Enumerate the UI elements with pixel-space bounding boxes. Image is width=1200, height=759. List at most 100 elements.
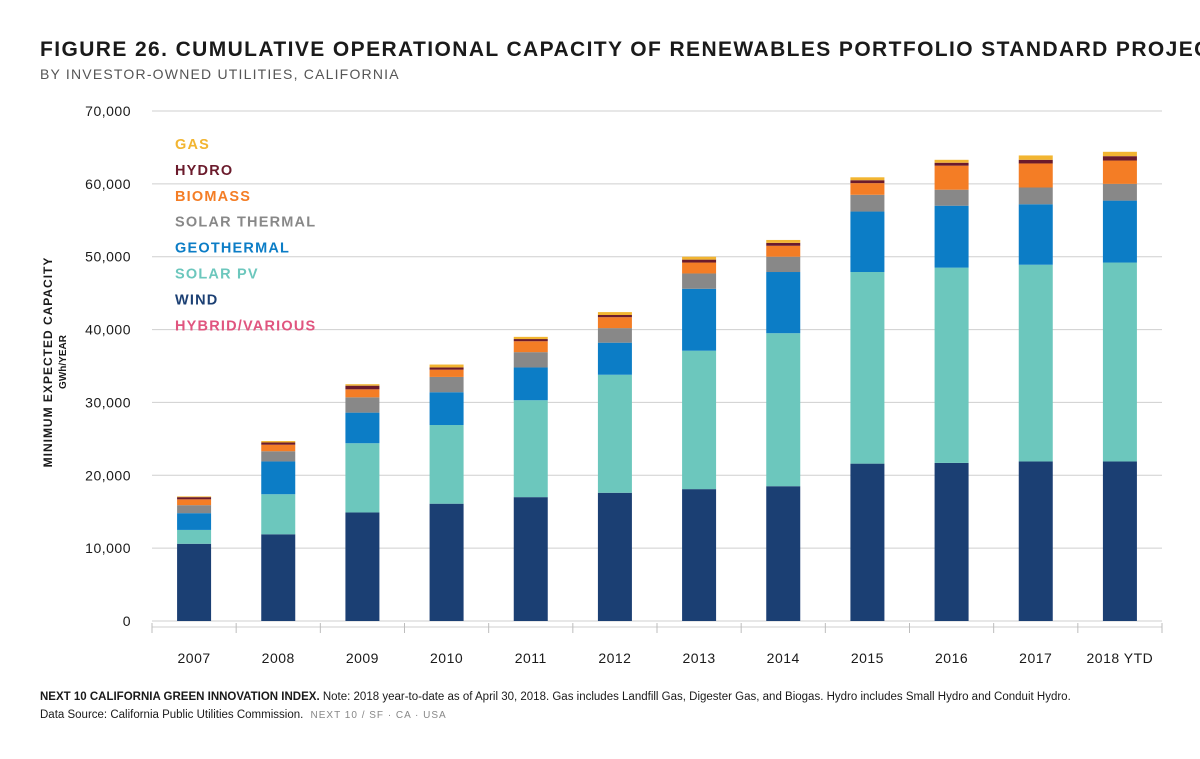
footer: NEXT 10 CALIFORNIA GREEN INNOVATION INDE… <box>40 688 1071 725</box>
bar-stack-2017 <box>1018 155 1053 621</box>
bar-segment-hydro <box>429 367 464 370</box>
x-tick-label: 2010 <box>430 650 463 666</box>
bar-segment-solar-thermal <box>261 451 296 462</box>
bar-segment-biomass <box>1018 163 1053 188</box>
x-tick-label: 2007 <box>178 650 211 666</box>
bar-segment-solar-thermal <box>1018 187 1053 205</box>
bar-segment-geothermal <box>1018 204 1053 265</box>
bar-segment-wind <box>682 489 717 621</box>
bar-segment-solar-pv <box>850 272 885 464</box>
bar-segment-gas <box>177 496 212 498</box>
bar-segment-geothermal <box>682 288 717 351</box>
bar-segment-solar-pv <box>597 374 632 493</box>
bar-segment-hydro <box>1018 159 1053 164</box>
bar-stack-2007 <box>177 496 212 621</box>
bar-segment-geothermal <box>934 205 969 268</box>
chart-title: FIGURE 26. CUMULATIVE OPERATIONAL CAPACI… <box>40 38 1200 61</box>
bar-stack-2010 <box>429 364 464 621</box>
y-axis-label: MINIMUM EXPECTED CAPACITY <box>41 257 55 468</box>
bar-segment-wind <box>1102 461 1137 621</box>
bar-segment-wind <box>177 543 212 621</box>
bar-segment-biomass <box>513 341 548 353</box>
y-tick-label: 70,000 <box>85 103 131 119</box>
bar-stack-2013 <box>682 256 717 621</box>
bar-segment-biomass <box>1102 160 1137 184</box>
bar-segment-solar-pv <box>766 333 801 487</box>
bar-segment-gas <box>766 239 801 243</box>
y-tick-label: 10,000 <box>85 540 131 556</box>
x-tick-label: 2012 <box>598 650 631 666</box>
bar-segment-gas <box>345 384 380 386</box>
bar-segment-gas <box>597 312 632 315</box>
x-tick-label: 2013 <box>683 650 716 666</box>
bar-stack-2011 <box>513 336 548 621</box>
bar-segment-hydro <box>177 497 212 500</box>
bar-segment-geothermal <box>429 392 464 426</box>
footer-stamp: NEXT 10 / SF · CA · USA <box>310 710 447 721</box>
footer-line-1: NEXT 10 CALIFORNIA GREEN INNOVATION INDE… <box>40 688 1071 706</box>
bar-segment-gas <box>513 336 548 340</box>
bar-segment-solar-thermal <box>597 328 632 343</box>
x-tick-label: 2008 <box>262 650 295 666</box>
bar-segment-wind <box>261 534 296 621</box>
footer-line-2: Data Source: California Public Utilities… <box>40 706 1071 725</box>
bar-segment-solar-thermal <box>345 397 380 413</box>
bar-segment-geothermal <box>261 461 296 495</box>
bar-segment-hydro <box>682 259 717 263</box>
y-axis-ticks: 0 10,000 20,000 30,000 40,000 50,000 60,000 70,… <box>85 103 131 629</box>
bar-stack-2018-ytd <box>1102 151 1137 621</box>
bar-segment-hydro <box>597 315 632 318</box>
legend-entry-hybrid-various: HYBRID/VARIOUS <box>175 318 316 334</box>
bar-segment-solar-pv <box>1018 264 1053 462</box>
footer-data-source: Data Source: California Public Utilities… <box>40 709 304 721</box>
y-tick-label: 60,000 <box>85 176 131 192</box>
legend-entry-gas: GAS <box>175 137 210 153</box>
legend: GAS HYDRO BIOMASS SOLAR THERMAL GEOTHERMAL SO… <box>175 137 316 334</box>
bar-segment-gas <box>429 364 464 368</box>
bar-segment-geothermal <box>850 211 885 273</box>
bar-segment-wind <box>345 512 380 621</box>
bar-segment-hydro <box>345 385 380 390</box>
bar-segment-solar-pv <box>429 425 464 504</box>
bar-segment-wind <box>1018 461 1053 621</box>
y-tick-label: 30,000 <box>85 394 131 410</box>
bar-segment-solar-thermal <box>177 505 212 514</box>
bar-segment-biomass <box>261 444 296 452</box>
bar-segment-wind <box>429 503 464 621</box>
y-tick-label: 40,000 <box>85 322 131 338</box>
bar-segment-solar-thermal <box>934 189 969 206</box>
bar-segment-hydro <box>850 180 885 184</box>
bar-segment-geothermal <box>177 513 212 530</box>
bar-segment-biomass <box>934 165 969 190</box>
x-axis: 2007 2008 2009 2010 2011 2012 2013 2014 2015 2016… <box>151 623 1163 666</box>
stacked-bar-chart: 0 10,000 20,000 30,000 40,000 50,000 60,000 70,… <box>41 103 1163 666</box>
bar-segment-geothermal <box>766 272 801 334</box>
legend-entry-biomass: BIOMASS <box>175 189 251 205</box>
y-axis-label-group: MINIMUM EXPECTED CAPACITY GWh/YEAR <box>41 257 69 468</box>
bar-segment-hydro <box>261 442 296 445</box>
bar-segment-geothermal <box>1102 200 1137 263</box>
bar-stack-2008 <box>261 441 296 621</box>
bar-segment-solar-thermal <box>766 256 801 273</box>
bar-segment-gas <box>1102 151 1137 157</box>
bar-segment-biomass <box>597 317 632 329</box>
bar-segment-biomass <box>345 389 380 398</box>
bar-segment-geothermal <box>597 342 632 375</box>
footer-source-org: NEXT 10 CALIFORNIA GREEN INNOVATION INDE… <box>40 691 320 703</box>
gridlines <box>152 110 1162 622</box>
bar-segment-solar-thermal <box>513 352 548 368</box>
legend-entry-geothermal: GEOTHERMAL <box>175 241 290 257</box>
bar-segment-solar-thermal <box>850 194 885 212</box>
bar-segment-biomass <box>682 262 717 274</box>
bars <box>177 151 1137 621</box>
bar-segment-wind <box>597 492 632 621</box>
bar-segment-hydro <box>513 339 548 342</box>
bar-stack-2016 <box>934 159 969 621</box>
bar-segment-hydro <box>934 162 969 166</box>
bar-segment-wind <box>934 462 969 621</box>
bar-segment-geothermal <box>513 367 548 401</box>
x-tick-label: 2017 <box>1019 650 1052 666</box>
bar-segment-biomass <box>177 499 212 506</box>
bar-segment-gas <box>934 159 969 163</box>
legend-entry-hydro: HYDRO <box>175 163 233 179</box>
